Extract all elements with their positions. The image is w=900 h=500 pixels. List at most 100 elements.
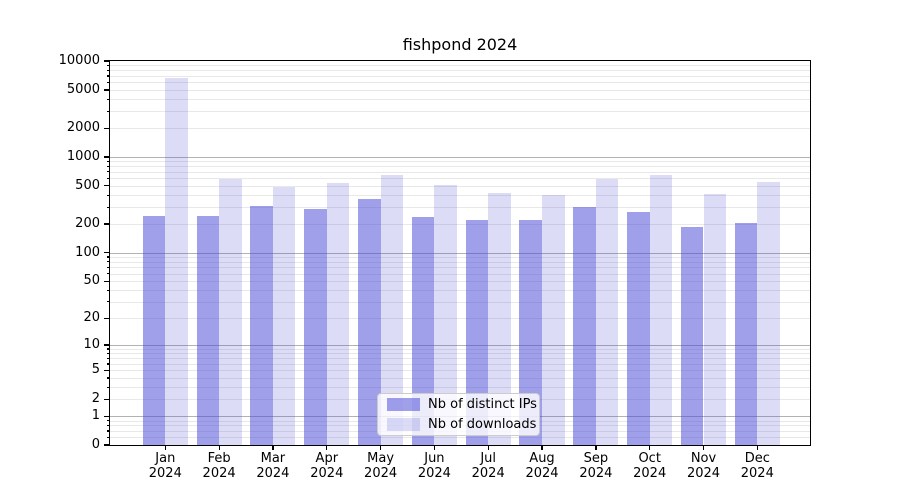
x-tick-label: Apr 2024	[310, 451, 344, 481]
legend-swatch-downloads	[387, 418, 420, 431]
bar-downloads-Nov	[703, 194, 727, 445]
y-minor-tick	[106, 81, 110, 83]
minor-gridline	[110, 89, 810, 91]
legend: Nb of distinct IPs Nb of downloads	[377, 393, 540, 436]
y-minor-tick	[106, 289, 110, 291]
minor-gridline	[110, 290, 810, 292]
y-minor-tick	[106, 110, 110, 112]
y-minor-tick	[106, 98, 110, 100]
y-major-tick	[104, 344, 110, 346]
y-minor-tick	[106, 64, 110, 67]
major-gridline	[110, 252, 810, 254]
y-tick-label: 500	[75, 177, 100, 193]
x-tick-label: Nov 2024	[686, 451, 721, 481]
x-tick	[433, 445, 436, 450]
x-tick-label: Oct 2024	[633, 451, 667, 481]
bar-distinct-ips-Nov	[680, 226, 704, 445]
minor-gridline	[110, 318, 810, 320]
minor-gridline	[110, 195, 810, 197]
bar-downloads-Oct	[649, 175, 673, 445]
bar-downloads-Jun	[434, 185, 457, 445]
bar-distinct-ips-Mar	[250, 206, 273, 445]
bar-distinct-ips-Jan	[142, 215, 166, 445]
y-minor-tick	[106, 75, 110, 77]
bar-downloads-Apr	[326, 183, 350, 445]
bar-downloads-Aug	[542, 194, 565, 445]
y-minor-tick	[106, 261, 110, 263]
y-minor-tick	[106, 256, 110, 258]
minor-gridline	[110, 370, 810, 372]
y-major-tick	[104, 156, 110, 158]
x-tick	[164, 445, 166, 450]
major-gridline	[110, 157, 810, 158]
x-tick-label: Jan 2024	[148, 451, 182, 481]
y-major-tick	[104, 127, 110, 129]
legend-label-distinct-ips: Nb of distinct IPs	[428, 397, 537, 412]
minor-gridline	[110, 281, 810, 283]
y-minor-tick	[106, 273, 110, 275]
minor-gridline	[110, 267, 810, 269]
y-major-tick	[104, 252, 110, 254]
y-major-tick	[104, 280, 110, 282]
y-minor-tick	[106, 357, 110, 359]
y-tick-label: 10	[83, 337, 100, 352]
bar-downloads-Sep	[595, 178, 619, 445]
bar-distinct-ips-May	[358, 198, 381, 445]
y-minor-tick	[106, 69, 110, 71]
x-tick-label: Sep 2024	[579, 451, 613, 481]
y-minor-tick	[106, 177, 110, 179]
x-tick	[756, 445, 758, 450]
y-tick-label: 0	[91, 437, 100, 452]
bar-downloads-Mar	[272, 186, 296, 445]
minor-gridline	[110, 178, 810, 180]
y-minor-tick	[106, 206, 110, 208]
minor-gridline	[110, 75, 810, 77]
x-tick	[487, 445, 489, 450]
bar-distinct-ips-Jul	[465, 220, 489, 445]
bar-downloads-Feb	[219, 178, 242, 445]
y-tick-label: 1000	[66, 149, 100, 164]
y-tick-label: 20	[83, 310, 100, 326]
x-tick-label: Jul 2024	[471, 451, 505, 481]
legend-label-downloads: Nb of downloads	[428, 417, 537, 432]
y-minor-tick	[106, 352, 110, 355]
x-tick	[595, 445, 597, 450]
y-tick-label: 10000	[58, 53, 100, 68]
plot-area: Nb of distinct IPs Nb of downloads	[109, 60, 811, 446]
y-minor-tick	[106, 348, 110, 350]
y-tick-label: 100	[75, 244, 100, 260]
bar-downloads-Dec	[757, 181, 780, 445]
minor-gridline	[110, 387, 810, 389]
x-tick-label: Jun 2024	[417, 451, 451, 481]
legend-swatch-distinct-ips	[387, 398, 420, 411]
minor-gridline	[110, 437, 810, 439]
y-minor-tick	[106, 419, 110, 422]
y-minor-tick	[106, 436, 110, 439]
x-tick	[541, 445, 543, 450]
y-major-tick	[104, 185, 110, 187]
minor-gridline	[110, 161, 810, 163]
minor-gridline	[110, 256, 810, 258]
minor-gridline	[110, 353, 810, 355]
minor-gridline	[110, 99, 810, 101]
minor-gridline	[110, 273, 810, 275]
y-major-tick	[104, 369, 110, 371]
y-major-tick	[104, 60, 110, 62]
y-minor-tick	[106, 194, 110, 196]
minor-gridline	[110, 301, 810, 303]
minor-gridline	[110, 363, 810, 365]
y-tick-label: 2	[91, 391, 100, 407]
y-major-tick	[104, 317, 110, 319]
minor-gridline	[110, 358, 810, 360]
x-tick	[218, 445, 220, 450]
chart-title: fishpond 2024	[402, 35, 518, 54]
bar-distinct-ips-Sep	[573, 206, 596, 445]
y-minor-tick	[106, 430, 110, 432]
bar-downloads-Jan	[165, 78, 188, 445]
y-major-tick	[104, 398, 110, 400]
y-tick-label: 200	[75, 215, 100, 231]
bar-distinct-ips-Feb	[196, 215, 220, 445]
bar-distinct-ips-Aug	[519, 220, 542, 445]
minor-gridline	[110, 65, 810, 67]
